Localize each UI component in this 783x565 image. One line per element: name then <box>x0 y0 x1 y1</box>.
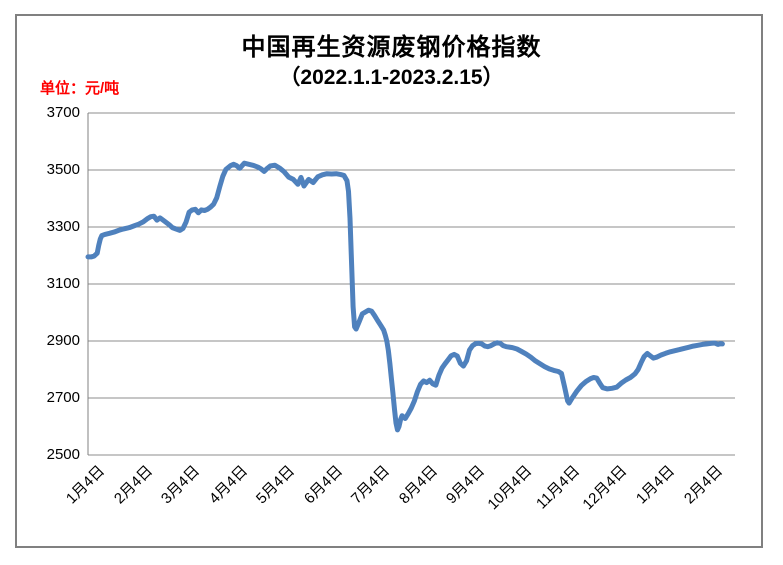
price-index-line <box>85 160 725 433</box>
chart-title: 中国再生资源废钢价格指数 <box>241 34 542 61</box>
chart-subtitle: （2022.1.1-2023.2.15） <box>279 66 504 89</box>
y-tick-label: 3300 <box>46 218 80 235</box>
y-tick-label: 2500 <box>46 446 80 463</box>
y-tick-label: 2700 <box>46 389 80 406</box>
y-tick-label: 3100 <box>46 275 80 292</box>
y-tick-label: 3500 <box>46 161 80 178</box>
chart-outer-border <box>15 14 763 548</box>
y-tick-label: 2900 <box>46 332 80 349</box>
y-tick-label: 3700 <box>46 104 80 121</box>
unit-label: 单位：元/吨 <box>40 80 120 97</box>
